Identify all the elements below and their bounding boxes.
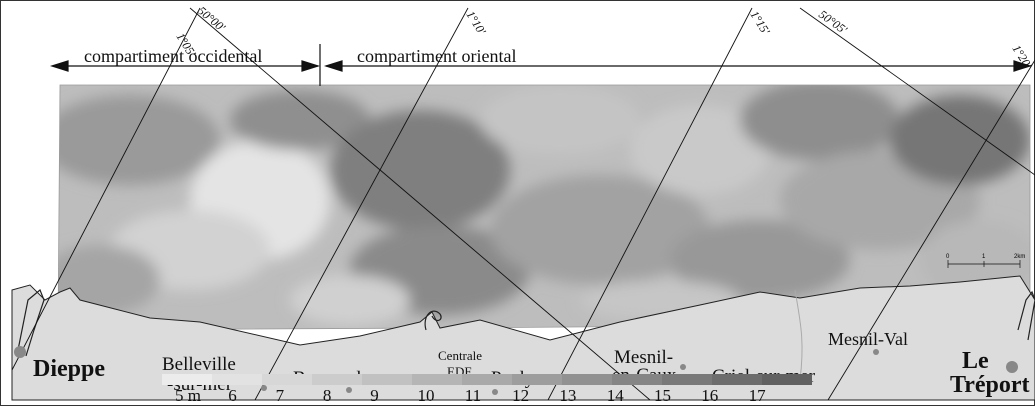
place-letreport-line2: Tréport	[950, 372, 1030, 398]
mesnil-val-marker	[873, 349, 879, 355]
meridian-120	[827, 59, 1035, 401]
coord-label-110: 1°10'	[463, 8, 489, 37]
depth-label-6: 11	[465, 386, 481, 405]
bathymetry-survey-area	[58, 85, 1030, 330]
depth-legend-labels: 5 m 6 7 8 9 10 11 12 13 14 15 16 17	[175, 386, 766, 405]
coord-label-5000: 50°00'	[195, 4, 228, 35]
treport-harbour	[1017, 290, 1035, 341]
dieppe-marker	[14, 346, 26, 358]
depth-label-8: 13	[559, 386, 576, 405]
place-belleville-line1: Belleville	[162, 354, 236, 375]
coastal-land	[11, 275, 1035, 401]
compartment-west-label: compartiment occidental	[84, 46, 262, 66]
depth-swatch-2	[262, 374, 312, 385]
place-letreport-line1: Le	[962, 348, 989, 374]
depth-swatch-12	[762, 374, 812, 385]
depth-swatch-10	[662, 374, 712, 385]
compartment-east-label: compartiment oriental	[357, 46, 516, 66]
belleville-marker	[261, 385, 267, 391]
depth-swatch-4	[362, 374, 412, 385]
river	[794, 289, 803, 381]
depth-swatch-0	[162, 374, 212, 385]
place-mesnil-val: Mesnil-Val	[828, 329, 908, 349]
berneval-marker	[346, 387, 352, 393]
depth-label-10: 15	[654, 386, 671, 405]
meridian-115	[547, 7, 753, 401]
depth-label-2: 7	[276, 386, 285, 405]
edf-pier	[424, 310, 442, 331]
mesnil-caux-marker	[680, 364, 686, 370]
meridian-110	[254, 7, 469, 401]
parallel-5000	[189, 7, 651, 401]
scale-bar	[947, 260, 1021, 268]
depth-swatch-3	[312, 374, 362, 385]
depth-swatch-11	[712, 374, 762, 385]
depth-label-12: 17	[749, 386, 767, 405]
depth-label-5: 10	[418, 386, 435, 405]
depth-label-3: 8	[323, 386, 332, 405]
place-dieppe: Dieppe	[33, 356, 105, 382]
place-edf-line1: Centrale	[438, 348, 482, 363]
scale-label-2: 2km	[1014, 254, 1025, 260]
depth-label-11: 16	[701, 386, 718, 405]
dieppe-harbour	[17, 289, 45, 357]
parallel-5005	[799, 7, 1035, 176]
penly-marker	[492, 389, 498, 395]
depth-swatch-8	[562, 374, 612, 385]
coord-label-115: 1°15'	[747, 8, 773, 37]
scale-label-1: 1	[982, 254, 986, 260]
coord-label-5005: 50°05'	[816, 7, 850, 37]
depth-swatch-5	[412, 374, 462, 385]
depth-label-4: 9	[370, 386, 379, 405]
place-mesnil-caux-line1: Mesnil-	[614, 347, 673, 368]
depth-swatch-9	[612, 374, 662, 385]
depth-label-0: 5 m	[175, 386, 201, 405]
depth-swatch-6	[462, 374, 512, 385]
depth-label-1: 6	[228, 386, 237, 405]
treport-marker	[1006, 361, 1018, 373]
depth-swatch-7	[512, 374, 562, 385]
meridian-105	[11, 7, 201, 371]
graticule-lines	[11, 7, 1035, 401]
scale-label-0: 0	[946, 254, 950, 260]
depth-legend	[162, 374, 812, 385]
compartment-arrows	[49, 44, 1033, 86]
depth-label-7: 12	[512, 386, 529, 405]
depth-swatch-1	[212, 374, 262, 385]
depth-label-9: 14	[607, 386, 625, 405]
